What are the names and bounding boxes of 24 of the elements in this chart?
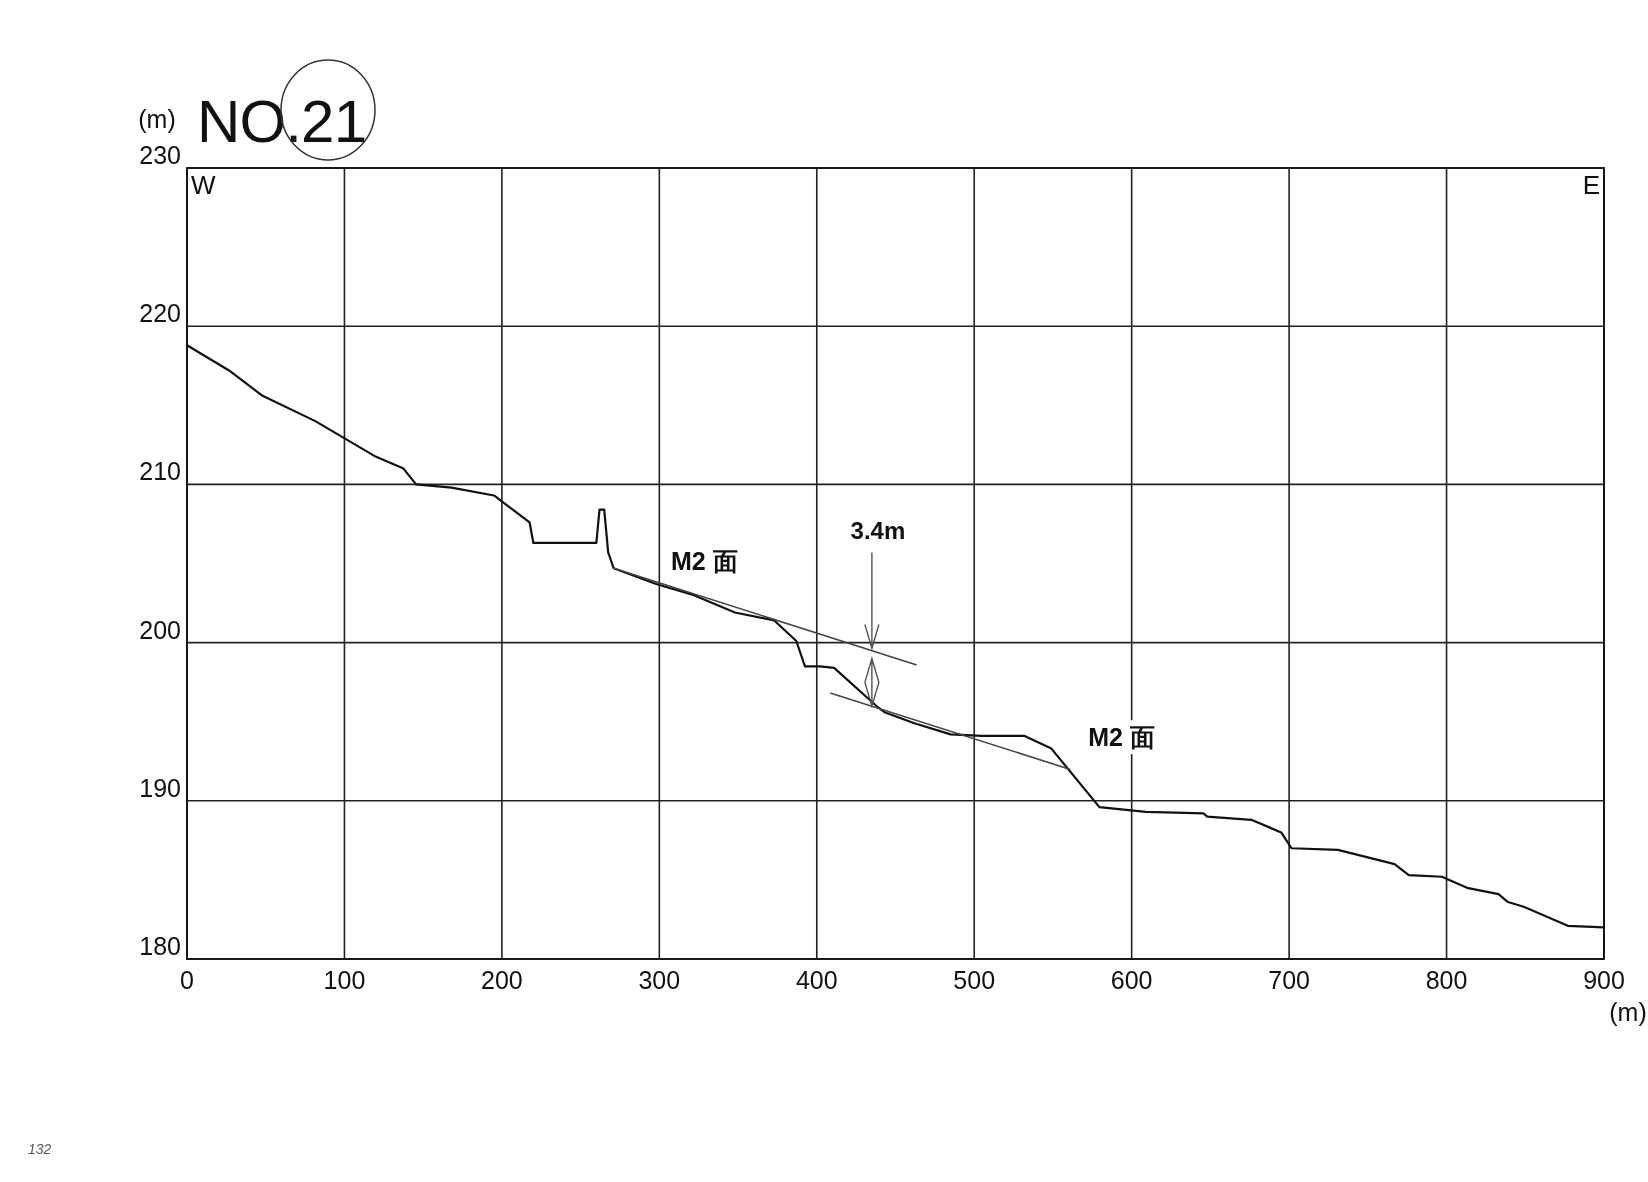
x-tick-label: 900 [1583,966,1625,994]
x-axis-title: (m) [1609,998,1647,1026]
y-tick-label: 220 [139,299,181,328]
x-tick-label: 600 [1110,966,1153,994]
x-tick-label: 0 [180,966,194,994]
y-tick-label: 210 [139,457,181,486]
annotation: M2 面 [1088,723,1155,752]
x-tick-label: 300 [638,966,681,994]
text: 132 [28,1141,52,1157]
y-tick-label: 230 [139,141,181,169]
annotation: M2 面 [671,547,738,576]
annotation: E [1582,170,1600,200]
x-tick-label: 200 [481,966,523,994]
y-axis-title: (m) [138,105,176,133]
y-tick-label: 200 [139,615,181,644]
annotation: W [191,170,216,200]
x-tick-label: 700 [1268,966,1310,994]
x-tick-label: 800 [1425,966,1468,994]
x-tick-label: 400 [795,966,838,994]
x-tick-label: 500 [953,966,996,994]
annotation: 3.4m [850,516,906,544]
y-tick-label: 180 [139,932,181,960]
y-tick-label: 190 [139,773,181,802]
x-tick-label: 100 [323,966,366,994]
